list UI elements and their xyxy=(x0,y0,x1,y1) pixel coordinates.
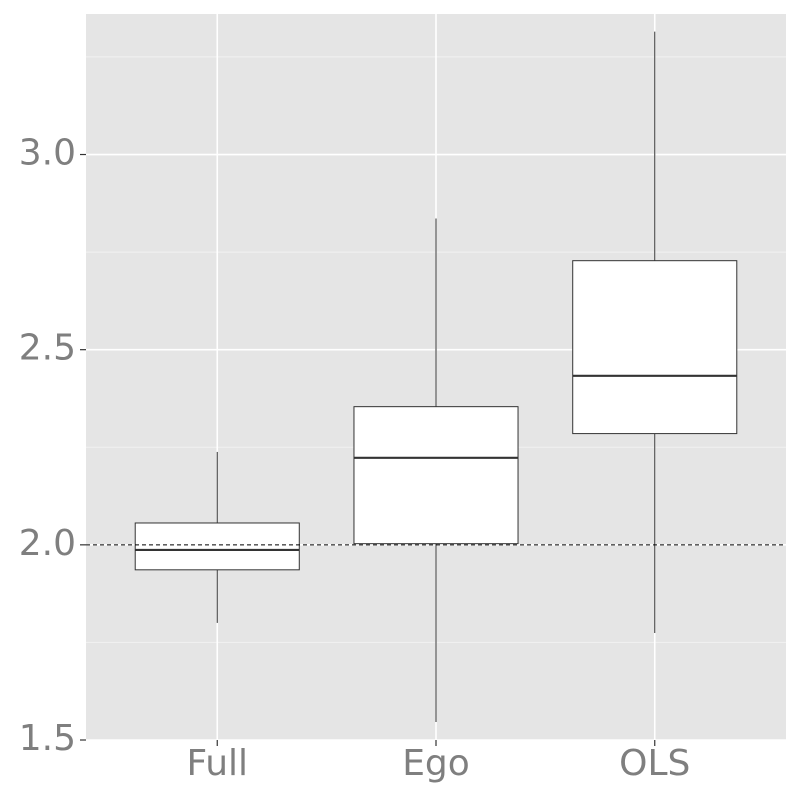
y-tick-label: 3.0 xyxy=(19,133,76,174)
y-tick-label: 2.0 xyxy=(19,523,76,564)
box xyxy=(134,522,300,571)
x-tick-label: OLS xyxy=(619,743,690,784)
box xyxy=(572,260,738,435)
x-tick-label: Ego xyxy=(402,743,470,784)
y-tick-label: 2.5 xyxy=(19,328,76,369)
box xyxy=(353,406,519,545)
x-tick-label: Full xyxy=(186,743,248,784)
y-tick-label: 1.5 xyxy=(19,718,76,759)
